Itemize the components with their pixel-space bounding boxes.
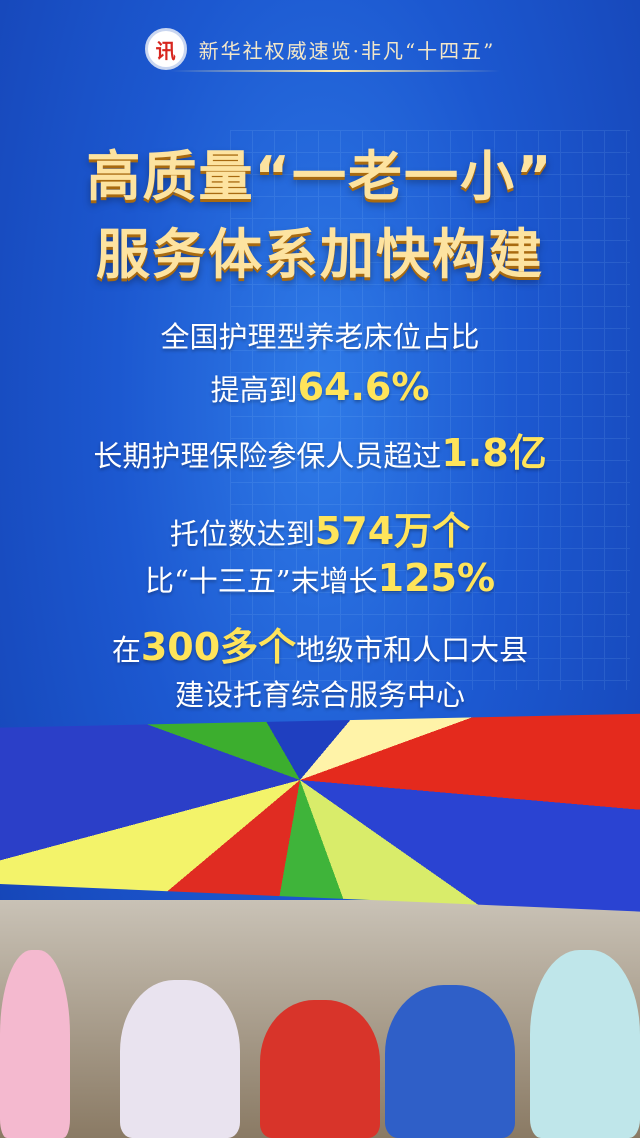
stat-highlight: 300多个 [140, 625, 297, 669]
stat-line: 托位数达到574万个 [0, 500, 640, 555]
xinhua-logo: 讯 [144, 28, 187, 70]
header-divider [170, 70, 500, 72]
photo-children-parachute [0, 700, 640, 1138]
stat-highlight: 125% [377, 556, 496, 600]
child [530, 950, 640, 1138]
child [260, 1000, 380, 1138]
header: 讯 新华社权威速览·非凡“十四五” [0, 28, 640, 70]
stat-highlight: 64.6% [297, 365, 430, 409]
stat-line: 提高到64.6% [0, 365, 640, 409]
building-grid-decoration [230, 130, 630, 690]
stat-text: 托位数达到 [169, 517, 315, 551]
stat-line: 建设托育综合服务中心 [0, 670, 640, 714]
stat-text: 比“十三五”末增长 [144, 564, 378, 598]
title-line-2: 服务体系加快构建 [96, 223, 544, 286]
stat-highlight: 574万个 [314, 509, 471, 553]
stat-line: 全国护理型养老床位占比 [0, 312, 640, 356]
stat-text: 长期护理保险参保人员超过 [93, 439, 442, 473]
header-title: 新华社权威速览·非凡“十四五” [198, 38, 496, 63]
stat-line: 比“十三五”末增长125% [0, 556, 640, 600]
stat-text: 地级市和人口大县 [296, 633, 529, 667]
stat-text: 全国护理型养老床位占比 [160, 320, 480, 354]
child [385, 985, 515, 1138]
child [120, 980, 240, 1138]
title-line-1: 高质量“一老一小” [86, 145, 554, 208]
rainbow-parachute [0, 713, 640, 912]
child [0, 950, 70, 1138]
stat-text: 建设托育综合服务中心 [174, 678, 465, 712]
stat-line: 长期护理保险参保人员超过1.8亿 [0, 422, 640, 477]
stat-highlight: 1.8亿 [441, 431, 547, 475]
stat-text: 在 [111, 633, 141, 667]
stat-text: 提高到 [210, 373, 298, 407]
stat-line: 在300多个地级市和人口大县 [0, 616, 640, 671]
